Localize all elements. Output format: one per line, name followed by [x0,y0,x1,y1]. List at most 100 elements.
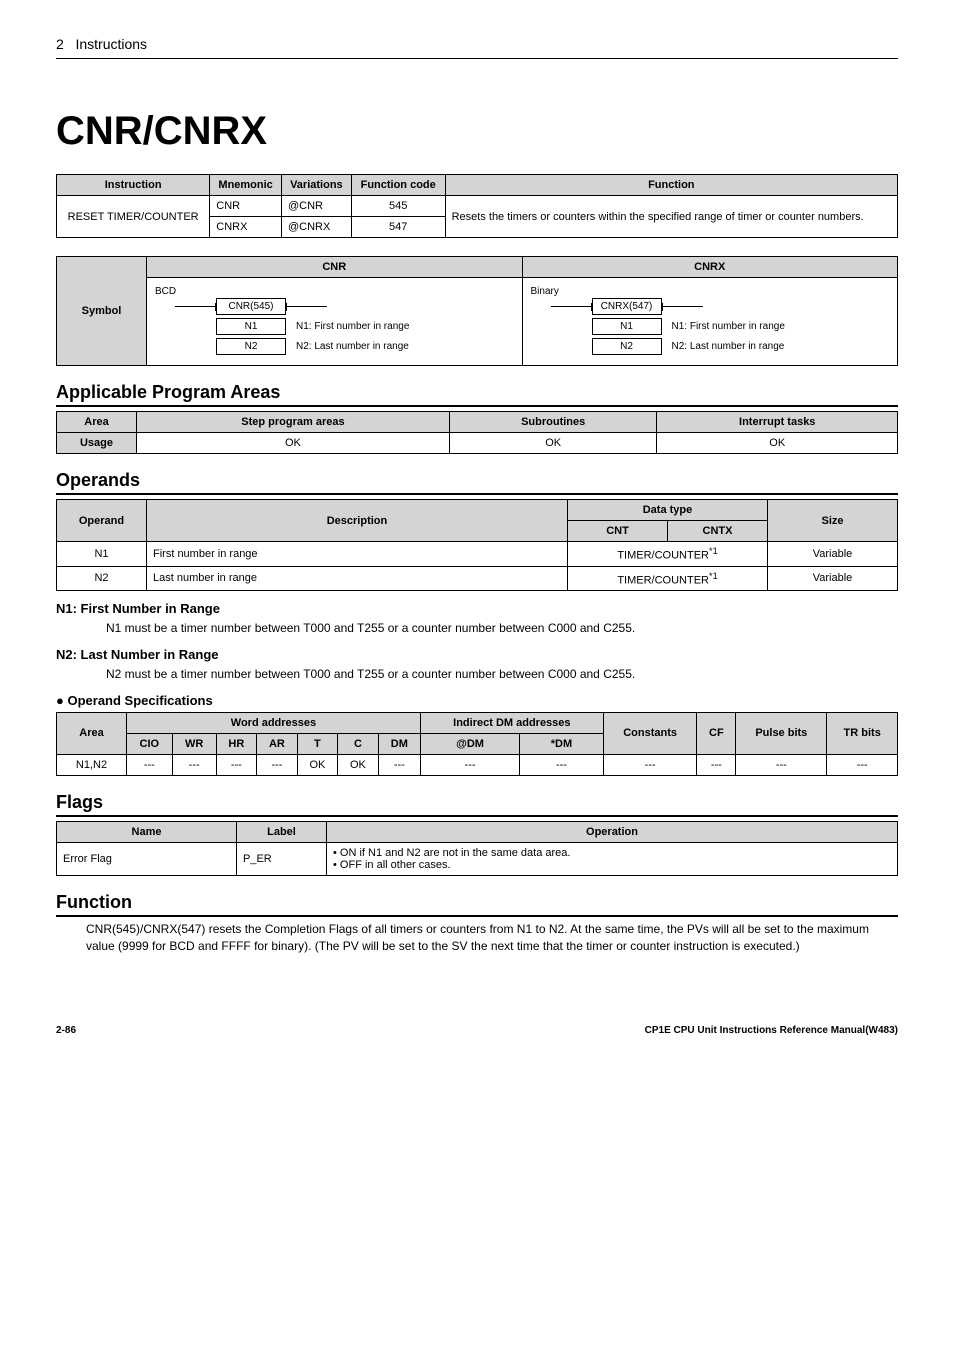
cnrx-n2-box: N2 [592,338,662,355]
n2-title: N2: Last Number in Range [56,647,898,662]
ladder-line [175,306,215,307]
cell-cio: --- [127,754,173,775]
ladder-line [287,306,327,307]
th-int: Interrupt tasks [657,412,898,433]
cell-op: N2 [57,566,147,591]
th-size: Size [768,500,898,542]
function-title: Function [56,892,898,917]
th-mnemonic: Mnemonic [210,175,282,196]
th-variations: Variations [281,175,351,196]
ladder-line [663,306,703,307]
th-indirect: Indirect DM addresses [420,712,603,733]
cell-usage-label: Usage [57,433,137,454]
manual-name: CP1E CPU Unit Instructions Reference Man… [645,1025,898,1036]
bullet-icon: ● [56,693,64,708]
cell-sdm: --- [520,754,604,775]
cnr-diagram-cell: BCD CNR(545) N1 N1: First number in rang… [147,278,523,366]
flags-table: Name Label Operation Error Flag P_ER • O… [56,821,898,876]
instruction-table: Instruction Mnemonic Variations Function… [56,174,898,238]
th-function: Function [445,175,897,196]
th-area: Area [57,412,137,433]
opspec-title: ● Operand Specifications [56,693,898,708]
cell-adm: --- [420,754,519,775]
cnrx-n1-box: N1 [592,318,662,335]
th-name: Name [57,821,237,842]
cell-int: OK [657,433,898,454]
th-sub: Subroutines [449,412,657,433]
cell-dm: --- [378,754,420,775]
th-word: Word addresses [127,712,421,733]
symbol-table: Symbol CNR CNRX BCD CNR(545) N1 N1: Firs… [56,256,898,366]
type-note: *1 [709,546,718,556]
th-datatype: Data type [568,500,768,521]
applicable-title: Applicable Program Areas [56,382,898,407]
cnr-n2-label: N2: Last number in range [296,341,409,352]
cell-size: Variable [768,542,898,567]
th-wr: WR [172,733,216,754]
n1-title: N1: First Number in Range [56,601,898,616]
type-text: TIMER/COUNTER [617,550,709,562]
cell-function: Resets the timers or counters within the… [445,196,897,238]
th-sdm: *DM [520,733,604,754]
cnr-type: BCD [155,286,514,297]
section-name: Instructions [75,36,147,52]
cell-size: Variable [768,566,898,591]
th-operand: Operand [57,500,147,542]
cell-instruction: RESET TIMER/COUNTER [57,196,210,238]
cell-desc: First number in range [147,542,568,567]
cell-type: TIMER/COUNTER*1 [568,542,768,567]
cnrx-diagram-cell: Binary CNRX(547) N1 N1: First number in … [522,278,898,366]
operands-title: Operands [56,470,898,495]
cnr-n1-label: N1: First number in range [296,321,409,332]
cell-flag-label: P_ER [237,842,327,875]
cell-pulse: --- [736,754,827,775]
page-footer: 2-86 CP1E CPU Unit Instructions Referenc… [56,1025,898,1036]
flags-title: Flags [56,792,898,817]
th-cntx: CNTX [668,521,768,542]
ladder-line [551,306,591,307]
th-cnrx: CNRX [522,257,898,278]
opspec-table: Area Word addresses Indirect DM addresse… [56,712,898,776]
th-tr: TR bits [827,712,898,754]
section-number: 2 [56,36,64,52]
cell-flag-name: Error Flag [57,842,237,875]
cell-mnemonic: CNR [210,196,282,217]
type-text: TIMER/COUNTER [617,574,709,586]
cell-sub: OK [449,433,657,454]
th-cnt: CNT [568,521,668,542]
n1-text: N1 must be a timer number between T000 a… [106,620,898,637]
th-hr: HR [216,733,257,754]
cell-desc: Last number in range [147,566,568,591]
th-adm: @DM [420,733,519,754]
cell-code: 547 [351,217,445,238]
n2-text: N2 must be a timer number between T000 a… [106,666,898,683]
cell-op: N1 [57,542,147,567]
cell-flag-op: • ON if N1 and N2 are not in the same da… [327,842,898,875]
cell-mnemonic: CNRX [210,217,282,238]
th-description: Description [147,500,568,542]
th-cnr: CNR [147,257,523,278]
cell-variations: @CNRX [281,217,351,238]
opspec-title-text: Operand Specifications [67,693,212,708]
cell-c: OK [338,754,379,775]
th-dm: DM [378,733,420,754]
th-step: Step program areas [137,412,450,433]
flag-op2: OFF in all other cases. [340,859,451,871]
cell-tr: --- [827,754,898,775]
page-header: 2 Instructions [56,36,898,59]
type-note: *1 [709,571,718,581]
cnrx-type: Binary [531,286,890,297]
cnrx-n2-label: N2: Last number in range [672,341,785,352]
function-text: CNR(545)/CNRX(547) resets the Completion… [86,921,898,955]
th-operation: Operation [327,821,898,842]
applicable-table: Area Step program areas Subroutines Inte… [56,411,898,454]
cell-code: 545 [351,196,445,217]
th-label: Label [237,821,327,842]
th-function-code: Function code [351,175,445,196]
cnrx-n1-label: N1: First number in range [672,321,785,332]
th-c: C [338,733,379,754]
th-area: Area [57,712,127,754]
cnr-n1-box: N1 [216,318,286,335]
cell-step: OK [137,433,450,454]
cnrx-name-box: CNRX(547) [592,298,662,315]
